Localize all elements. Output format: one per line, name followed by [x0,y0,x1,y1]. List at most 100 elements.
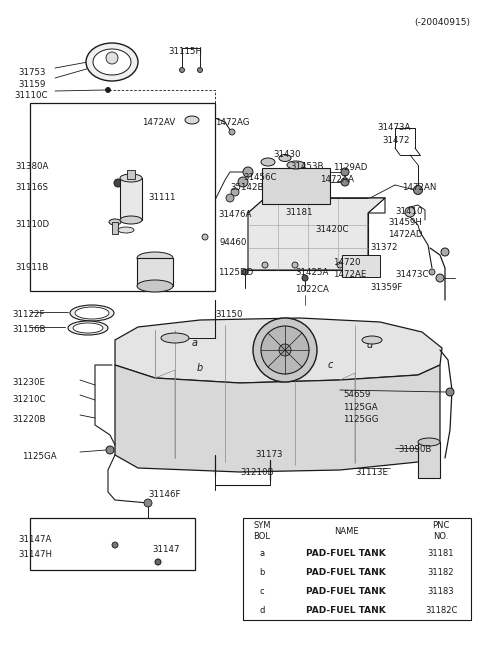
Circle shape [226,194,234,202]
Text: 31410: 31410 [395,207,422,216]
Polygon shape [115,318,442,383]
Ellipse shape [118,227,134,233]
Text: 31911B: 31911B [15,263,48,272]
Text: 31430: 31430 [273,150,300,159]
Text: 31473C: 31473C [395,270,429,279]
Text: 31182C: 31182C [425,606,457,615]
Text: 1472AE: 1472AE [333,270,366,279]
Text: 31147H: 31147H [18,550,52,559]
Text: b: b [259,568,264,577]
Ellipse shape [362,336,382,344]
Text: 1125DD: 1125DD [218,268,253,277]
Text: c: c [327,360,333,370]
Ellipse shape [418,438,440,446]
Circle shape [341,178,349,186]
Text: 31476A: 31476A [218,210,252,219]
Text: 35142B: 35142B [230,183,264,192]
Text: 31420C: 31420C [315,225,348,234]
Circle shape [405,207,415,217]
Text: 31456C: 31456C [243,173,276,182]
Text: 1472AA: 1472AA [320,175,354,184]
Circle shape [292,262,298,268]
Circle shape [243,167,253,177]
Text: 31230E: 31230E [12,378,45,387]
Bar [243,518,471,620]
Ellipse shape [137,280,173,292]
Text: a: a [192,338,198,348]
Text: 1472AN: 1472AN [402,183,436,192]
Circle shape [341,168,349,176]
Ellipse shape [68,321,108,335]
Text: 31113E: 31113E [355,468,388,477]
Text: 1472AV: 1472AV [142,118,175,127]
Ellipse shape [185,116,199,124]
Text: 31472: 31472 [382,136,409,145]
Circle shape [229,129,235,135]
Text: PAD-FUEL TANK: PAD-FUEL TANK [306,606,386,615]
Text: d: d [367,340,373,350]
Text: 31459H: 31459H [388,218,422,227]
Circle shape [429,269,435,275]
Text: 31210C: 31210C [12,395,46,404]
Text: 1472AD: 1472AD [388,230,422,239]
Ellipse shape [279,155,291,162]
Text: PAD-FUEL TANK: PAD-FUEL TANK [306,568,386,577]
Ellipse shape [120,216,142,224]
Text: 31111: 31111 [148,193,176,202]
Ellipse shape [287,161,305,169]
Bar [342,255,380,277]
Circle shape [114,179,122,187]
Circle shape [262,262,268,268]
Text: (-20040915): (-20040915) [414,18,470,27]
Ellipse shape [161,333,189,343]
Text: 31147A: 31147A [18,535,51,544]
Text: 1129AD: 1129AD [333,163,367,172]
Ellipse shape [109,219,121,225]
Text: PNC
NO.: PNC NO. [432,521,450,540]
Text: 14720: 14720 [333,258,360,267]
Text: 31090B: 31090B [398,445,432,454]
Text: 31181: 31181 [285,208,312,217]
Text: 31181: 31181 [428,549,454,558]
Circle shape [441,248,449,256]
Bar [30,103,215,291]
Circle shape [253,318,317,382]
Polygon shape [248,198,385,270]
Ellipse shape [73,323,103,333]
Text: 31159: 31159 [18,80,46,89]
Circle shape [197,67,203,73]
Ellipse shape [86,43,138,81]
Text: 54659: 54659 [343,390,371,399]
Text: 31182: 31182 [428,568,454,577]
Circle shape [202,234,208,240]
Circle shape [446,388,454,396]
Polygon shape [115,365,440,472]
Text: a: a [259,549,264,558]
Text: PAD-FUEL TANK: PAD-FUEL TANK [306,587,386,596]
Text: 31359F: 31359F [370,283,402,292]
Text: 31473A: 31473A [377,123,410,132]
Circle shape [337,262,343,268]
Bar [127,170,135,179]
Circle shape [238,177,248,187]
Text: d: d [259,606,264,615]
Bar [418,442,440,478]
Ellipse shape [70,305,114,321]
Text: 31150: 31150 [215,310,242,319]
Circle shape [231,188,239,196]
Text: 1125GG: 1125GG [343,415,379,424]
Ellipse shape [261,158,275,166]
Text: 31183: 31183 [428,587,454,596]
Ellipse shape [120,174,142,182]
Circle shape [352,262,358,268]
Bar [112,222,118,234]
Circle shape [106,52,118,64]
Text: 31156B: 31156B [12,325,46,334]
Text: 1022CA: 1022CA [295,285,329,294]
Circle shape [106,446,114,454]
Circle shape [242,269,248,275]
Ellipse shape [75,307,109,319]
Text: 1125GA: 1125GA [343,403,378,412]
Text: 31753: 31753 [18,68,46,77]
Text: NAME: NAME [334,527,358,536]
